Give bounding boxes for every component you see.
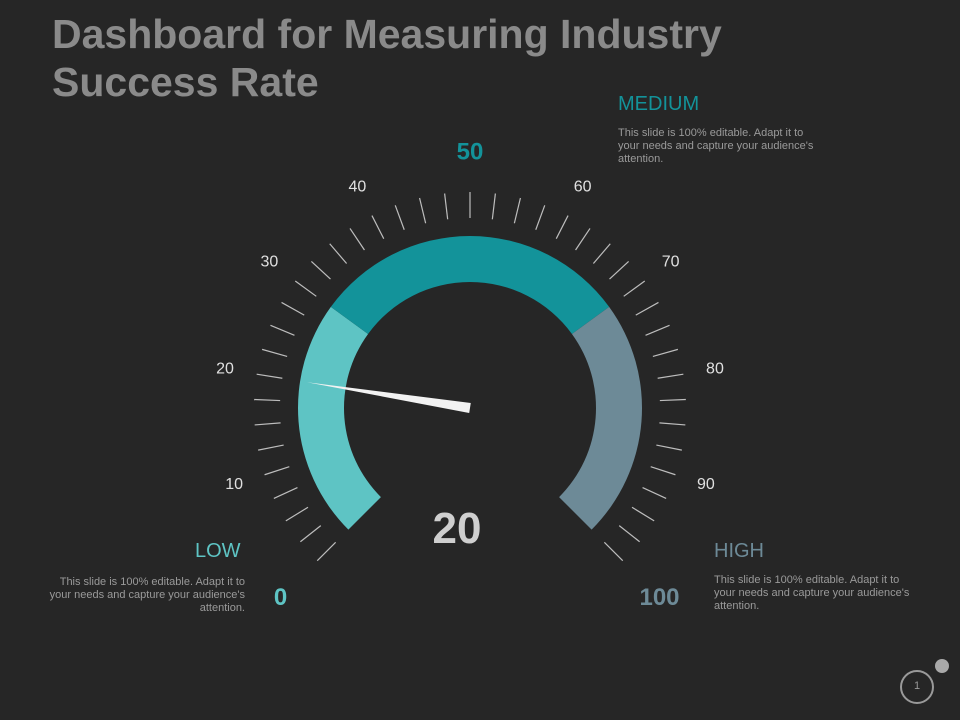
gauge-tick — [491, 193, 496, 220]
gauge-scale-label: 80 — [706, 361, 724, 378]
gauge-scale-label: 40 — [349, 179, 367, 196]
zone-high-label: HIGH — [714, 540, 764, 562]
gauge-tick — [349, 228, 365, 251]
gauge-tick — [603, 541, 624, 562]
gauge-needle — [307, 382, 471, 413]
zone-medium-description: This slide is 100% editable. Adapt it to… — [618, 127, 814, 165]
gauge-tick — [659, 398, 686, 402]
gauge-tick — [652, 348, 679, 358]
gauge-scale-label: 50 — [457, 139, 484, 166]
gauge-scale-label: 30 — [260, 254, 278, 271]
gauge-tick — [254, 422, 281, 426]
gauge-tick — [645, 324, 670, 336]
gauge-scale-label: 60 — [574, 179, 592, 196]
page-title: Dashboard for Measuring Industry Success… — [52, 11, 722, 105]
gauge-tick — [623, 280, 646, 297]
gauge-tick — [631, 506, 655, 522]
gauge-zone-low — [298, 306, 381, 530]
gauge-tick — [285, 506, 309, 522]
gauge-tick — [329, 243, 348, 264]
gauge-tick — [371, 215, 385, 239]
gauge-tick — [300, 525, 322, 543]
gauge-tick — [254, 398, 281, 402]
gauge-tick — [609, 260, 630, 280]
gauge-tick — [555, 215, 569, 239]
gauge-tick — [264, 466, 290, 476]
gauge-tick — [592, 243, 611, 264]
page-number-badge: 1 — [900, 670, 934, 704]
zone-low-description: This slide is 100% editable. Adapt it to… — [49, 576, 245, 614]
gauge-tick — [394, 205, 405, 230]
gauge-scale-label: 70 — [662, 254, 680, 271]
gauge-tick — [575, 228, 591, 251]
gauge-zone-medium — [330, 235, 610, 334]
gauge-scale-label: 100 — [639, 584, 679, 611]
gauge-tick — [642, 487, 667, 499]
gauge-tick — [618, 525, 640, 543]
gauge-tick — [258, 444, 284, 451]
zone-high-description: This slide is 100% editable. Adapt it to… — [714, 574, 910, 612]
gauge-tick — [535, 205, 546, 230]
gauge-tick — [261, 348, 288, 358]
gauge-tick — [270, 324, 295, 336]
gauge-tick — [316, 541, 337, 562]
gauge-tick — [650, 466, 676, 476]
gauge-tick — [657, 373, 684, 379]
page-dot-icon — [935, 659, 949, 673]
gauge-tick — [273, 487, 298, 499]
gauge-tick — [294, 280, 317, 297]
gauge-tick — [444, 193, 449, 220]
gauge-tick — [635, 301, 659, 316]
gauge-scale-label: 20 — [216, 361, 234, 378]
gauge-zone-high — [559, 306, 642, 530]
gauge-tick — [418, 197, 427, 224]
gauge-tick — [656, 444, 682, 451]
gauge-tick — [310, 260, 331, 280]
page-number: 1 — [913, 680, 921, 692]
gauge-tick — [281, 301, 305, 316]
gauge-scale-label: 0 — [274, 584, 287, 611]
zone-medium-label: MEDIUM — [618, 93, 700, 115]
gauge-scale-label: 90 — [697, 476, 715, 493]
gauge-tick — [659, 422, 686, 426]
gauge-tick — [256, 373, 283, 379]
gauge-scale-label: 10 — [225, 476, 243, 493]
gauge-tick — [513, 197, 522, 224]
gauge-value: 20 — [433, 504, 482, 553]
zone-low-label: LOW — [195, 540, 241, 562]
